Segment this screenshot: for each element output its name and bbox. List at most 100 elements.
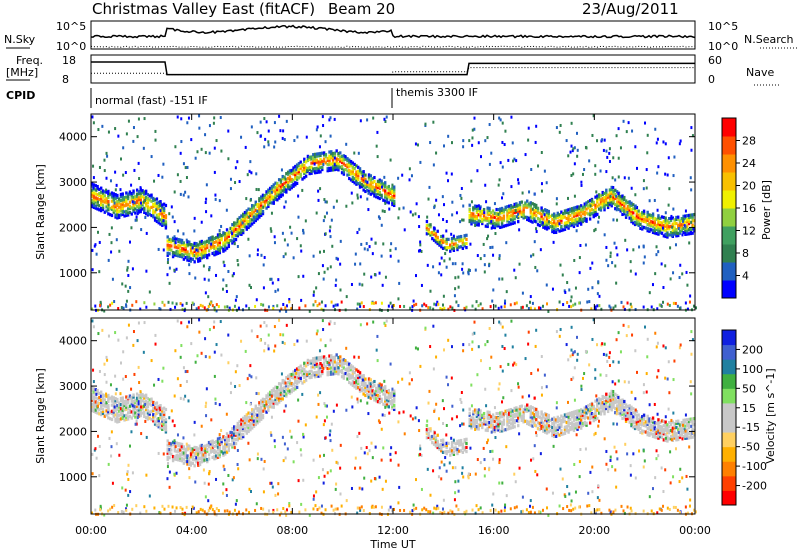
velocity-cell [256,406,259,411]
power-cell [211,241,214,245]
velocity-cell [110,397,114,401]
power-cell [97,128,100,132]
power-cell [456,243,459,248]
velocity-cell [536,412,540,416]
velocity-cell [454,446,457,450]
power-cell [157,247,160,251]
power-cell [569,150,572,154]
power-cell [488,210,491,215]
power-cell [378,186,382,190]
power-cell [170,238,173,242]
power-cell [465,245,468,250]
power-cell [486,208,489,212]
power-cell [608,190,612,194]
power-cell [373,188,376,192]
power-cell [551,229,554,234]
power-cell [533,192,536,196]
power-cell [687,221,691,226]
power-cell [558,215,561,219]
power-cell [669,231,673,235]
power-cell [495,224,498,228]
power-cell [258,199,261,203]
velocity-cell [286,388,290,393]
velocity-cell [585,415,588,419]
velocity-cell [295,385,299,389]
velocity-cell [477,425,480,429]
velocity-cell [103,394,106,398]
power-cell [427,223,430,227]
power-cell [146,201,150,205]
power-cell [324,153,328,157]
power-cell [470,222,473,226]
velocity-cell [351,375,355,379]
velocity-cell [331,360,335,364]
power-cell [92,203,96,207]
power-cell [535,207,538,212]
power-cell [211,251,214,256]
power-cell [648,217,651,221]
power-cell [274,181,277,185]
power-cell [204,244,207,248]
velocity-cell [425,428,429,432]
power-cell [299,160,302,164]
power-cell [591,133,594,137]
power-cell [567,216,570,220]
velocity-cell [288,389,292,393]
velocity-cell [585,423,588,427]
power-cell [631,129,634,133]
power-cell [189,243,193,247]
velocity-cell [222,445,225,449]
power-cell [303,176,306,180]
velocity-cell [224,448,227,452]
power-cell [603,206,606,210]
power-cell [209,244,213,248]
power-cell [235,295,238,299]
power-cell [468,203,471,207]
power-cell [585,219,588,223]
power-cell [344,163,347,168]
power-cell [369,188,373,192]
power-cell [630,211,633,216]
velocity-cell [126,407,130,411]
power-cell [177,252,180,256]
velocity-cell [159,408,162,412]
power-cell [612,191,615,195]
power-cell [490,211,493,215]
power-cell [612,156,615,160]
velocity-cell [146,401,150,405]
velocity-cell [125,399,128,403]
velocity-cell [583,408,586,412]
power-cell [678,219,682,223]
velocity-cell [162,424,166,429]
power-cell [211,237,214,241]
velocity-cell [180,450,184,455]
power-cell [576,223,579,227]
velocity-cell [560,424,563,428]
power-cell [537,164,540,168]
velocity-cell [292,372,295,376]
velocity-cell [563,425,567,429]
velocity-cell [606,399,610,403]
power-cell [268,194,272,199]
velocity-cell [526,419,529,424]
power-cell [615,194,618,198]
power-cell [497,207,500,212]
power-cell [213,251,216,255]
velocity-cell [121,408,124,412]
power-cell [355,174,358,178]
power-cell [135,208,139,213]
power-cell [642,261,645,265]
power-cell [182,249,186,253]
velocity-cell [508,410,511,414]
power-cell [177,240,180,244]
power-cell [369,180,373,184]
power-cell [560,218,563,222]
velocity-cell [355,384,358,388]
power-cell [197,251,200,255]
power-cell [563,225,567,229]
power-cell [342,168,346,172]
power-cell [646,133,649,137]
power-cell [231,227,234,231]
power-cell [312,155,315,159]
power-cell [290,168,293,172]
